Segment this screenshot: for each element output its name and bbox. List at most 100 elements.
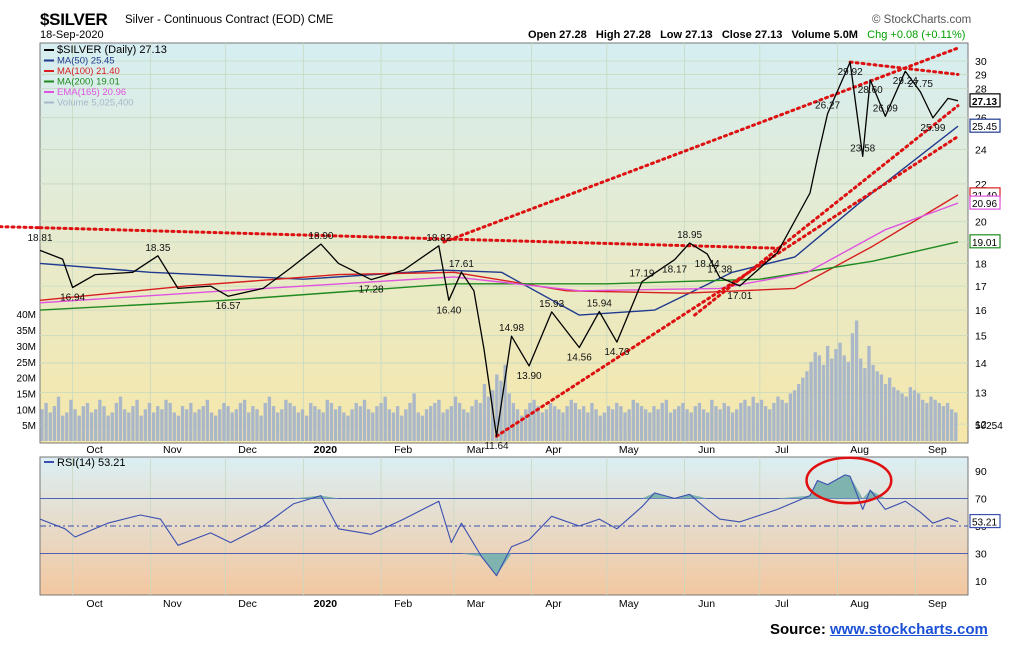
open-value: Open 27.28 (528, 29, 587, 41)
volume-bar (788, 393, 793, 441)
volume-bar (271, 406, 276, 441)
price-label: 18.35 (145, 243, 170, 254)
volume-bar (333, 409, 338, 441)
legend-entry: MA(50) 25.45 (57, 56, 115, 67)
volume-bar (846, 361, 850, 441)
volume-bar (834, 349, 838, 441)
month-label-bottom: Jun (698, 598, 715, 610)
volume-bar (234, 409, 238, 441)
volume-bar (346, 415, 350, 441)
price-axis-tick: 29 (975, 69, 987, 81)
price-axis-tick: 15 (975, 331, 987, 343)
volume-bar (491, 390, 495, 441)
chart-symbol: $SILVER (40, 10, 108, 29)
price-label: 17.01 (727, 291, 752, 302)
volume-bar (354, 402, 358, 441)
volume-bar (747, 406, 751, 441)
volume-bar (801, 377, 805, 441)
volume-bar (288, 402, 292, 441)
volume-bar (672, 409, 677, 441)
price-label: 18.90 (308, 231, 333, 242)
volume-bar (201, 406, 205, 441)
price-axis-tick: 22 (975, 179, 987, 191)
month-label-bottom: Oct (86, 598, 102, 610)
legend-entry: $SILVER (Daily) 27.13 (57, 44, 167, 56)
volume-bar (573, 402, 578, 441)
brand-watermark: © StockCharts.com (872, 14, 972, 26)
month-label-top: Apr (545, 444, 562, 456)
volume-bar (375, 406, 379, 441)
volume-bar (598, 415, 602, 441)
volume-bar (48, 412, 52, 441)
volume-bar (615, 402, 619, 441)
volume-bar (912, 390, 917, 441)
volume-bar (470, 406, 474, 441)
trend-line (442, 46, 960, 244)
volume-bar (743, 399, 747, 441)
volume-bar (619, 406, 623, 441)
axis-value-label: 27.13 (972, 97, 997, 108)
source-link[interactable]: www.stockcharts.com (830, 621, 988, 638)
month-label-top: Feb (394, 444, 412, 456)
ma100-line (39, 194, 959, 301)
volume-bar (879, 374, 884, 441)
volume-bar (395, 406, 400, 441)
volume-bar (453, 396, 458, 441)
rsi-series: RSI(14) 53.21 53.21 (39, 456, 1001, 577)
volume-bar (65, 412, 69, 441)
volume-bar (73, 409, 77, 441)
volume-bar (817, 355, 822, 441)
legend-entry: MA(200) 19.01 (57, 77, 120, 88)
ma50-line (39, 125, 959, 316)
volume-bar (714, 406, 718, 441)
volume-bar (391, 412, 396, 441)
price-axis-tick: 17 (975, 281, 987, 293)
volume-bar (408, 402, 412, 441)
volume-bar (238, 402, 243, 441)
volume-bar (623, 412, 627, 441)
volume-bar (251, 406, 255, 441)
volume-axis-tick: 40M (17, 310, 36, 321)
volume-bar (937, 402, 941, 441)
volume-bar (230, 412, 234, 441)
volume-bar (561, 412, 565, 441)
rsi-axis-tick: 30 (975, 549, 987, 561)
price-axis-tick: 16 (975, 305, 987, 317)
close-value: Close 27.13 (721, 29, 783, 41)
volume-bar (536, 406, 540, 441)
volume-bar (412, 393, 416, 441)
month-label-bottom: Dec (238, 598, 257, 610)
month-label-top: Mar (467, 444, 486, 456)
volume-bar (553, 406, 557, 441)
price-label: 17.28 (359, 285, 384, 296)
volume-bar (830, 358, 834, 441)
volume-bar (768, 409, 772, 441)
volume-bar (160, 409, 164, 441)
volume-bar (648, 412, 652, 441)
trend-lines (0, 46, 960, 438)
volume-bars (40, 320, 958, 441)
volume-axis-tick: 10M (17, 405, 36, 416)
volume-bar (735, 409, 739, 441)
volume-bar (639, 406, 644, 441)
volume-bar (482, 383, 487, 441)
volume-bar (309, 402, 313, 441)
legend-entry: Volume 5,025,400 (57, 98, 134, 109)
volume-axis-tick: 15M (17, 389, 36, 400)
volume-bar (577, 409, 582, 441)
trend-line (38, 226, 784, 250)
change-value: Chg +0.08 (+0.11%) (867, 29, 966, 41)
month-label-top: Aug (850, 444, 869, 456)
volume-bar (524, 409, 528, 441)
month-label-top: Jun (698, 444, 715, 456)
volume-bar (379, 402, 383, 441)
volume-bar (739, 402, 743, 441)
volume-bar (437, 399, 441, 441)
volume-bar (317, 409, 321, 441)
volume-bar (582, 406, 586, 441)
volume-bar (466, 412, 470, 441)
volume-bar (689, 412, 693, 441)
price-axis-tick: 13 (975, 387, 987, 399)
volume-bar (627, 409, 631, 441)
